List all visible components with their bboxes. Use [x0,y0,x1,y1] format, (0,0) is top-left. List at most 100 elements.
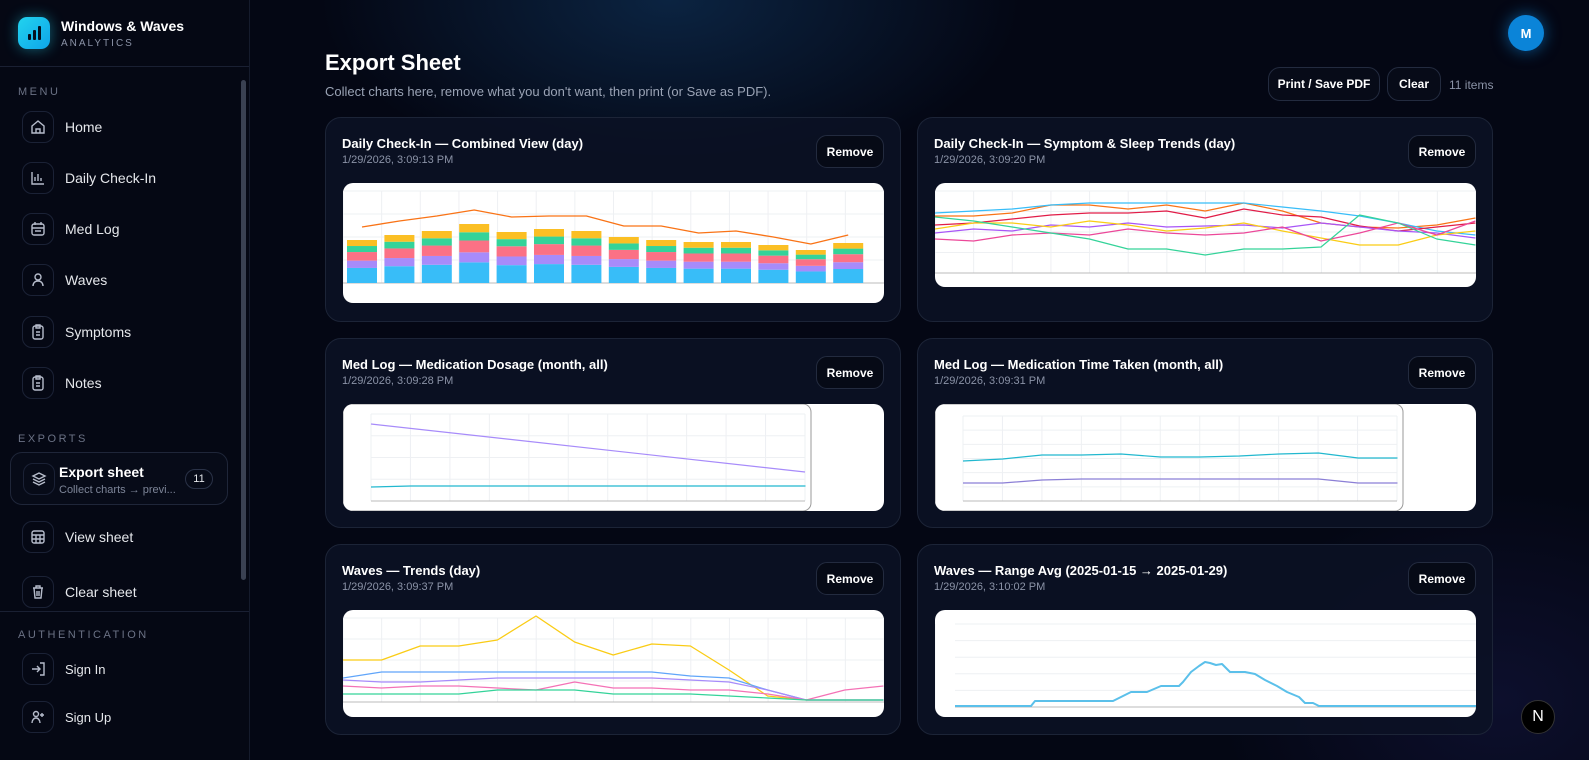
logo-bar-chart-icon [18,17,50,49]
bar-segment [459,252,490,263]
bar-segment [421,264,452,283]
card-title: Daily Check-In — Symptom & Sleep Trends … [934,136,1236,151]
bar-segment [721,247,751,254]
bar-segment [721,261,751,269]
bar-segment [833,243,864,249]
bar-segment [608,259,639,267]
sidebar-item-home[interactable]: Home [22,111,102,143]
series-line [935,214,1476,256]
sidebar-item-notes[interactable]: Notes [22,367,102,399]
remove-button[interactable]: Remove [1408,562,1476,595]
chart-image-range-avg [935,610,1476,717]
series-line [343,677,884,701]
sidebar-scrollbar[interactable] [241,80,246,580]
series-line [370,423,806,473]
bar-segment [683,242,714,248]
bar-segment [833,269,864,283]
bar-segment [421,255,452,265]
bar-segment [384,248,415,259]
card-date: 1/29/2026, 3:09:13 PM [342,154,454,166]
sidebar-item-med-log[interactable]: Med Log [22,213,119,245]
card-date: 1/29/2026, 3:09:28 PM [342,375,454,387]
remove-button[interactable]: Remove [816,135,884,168]
sidebar-item-label: Sign Up [65,709,112,725]
remove-button[interactable]: Remove [1408,135,1476,168]
bar-segment [646,246,677,253]
bar-segment [534,264,564,283]
series-line [343,615,884,701]
sidebar-item-waves[interactable]: Waves [22,264,107,296]
bar-segment [795,271,826,283]
bar-segment [608,266,639,283]
avatar[interactable]: M [1508,15,1544,51]
bar-segment [347,240,377,247]
export-sheet-title: Export sheet [59,464,144,480]
bar-segment [758,269,789,283]
bar-segment [459,262,490,283]
series-line [935,220,1476,242]
bar-segment [571,238,602,246]
brand-title: Windows & Waves [61,17,185,34]
sidebar-item-export-sheet[interactable]: Export sheet Collect charts → previ... 1… [10,452,228,505]
bar-segment [534,254,564,265]
bar-segment [459,240,490,253]
bar-segment [534,236,564,245]
sign-in-icon [22,653,54,685]
bar-segment [758,255,789,264]
bar-segment [608,237,639,244]
card-title: Waves — Trends (day) [342,563,481,578]
export-card: Med Log — Medication Dosage (month, all)… [325,338,901,528]
card-title: Med Log — Medication Dosage (month, all) [342,357,608,372]
clear-button[interactable]: Clear [1387,67,1441,101]
series-line [361,209,849,245]
sidebar-item-symptoms[interactable]: Symptoms [22,316,131,348]
sidebar-item-clear-sheet[interactable]: Clear sheet [22,576,137,608]
bar-segment [347,267,377,283]
bar-segment [721,268,751,283]
sidebar-item-view-sheet[interactable]: View sheet [22,521,133,553]
auth-section-label: AUTHENTICATION [18,629,149,641]
bar-segment [459,224,490,233]
bar-segment [571,231,602,239]
sidebar-item-sign-in[interactable]: Sign In [22,653,105,685]
bar-segment [608,243,639,250]
bar-segment [795,259,826,266]
card-date: 1/29/2026, 3:10:02 PM [934,581,1046,593]
remove-button[interactable]: Remove [816,562,884,595]
bar-segment [347,246,377,253]
bar-segment [496,256,527,266]
export-count-badge: 11 [185,469,213,489]
print-save-pdf-button[interactable]: Print / Save PDF [1268,67,1380,101]
card-title: Med Log — Medication Time Taken (month, … [934,357,1224,372]
next-dev-badge[interactable]: N [1521,700,1555,734]
bar-segment [721,242,751,248]
series-line [935,202,1476,229]
bar-segment [347,260,377,268]
chart-image-waves-trends [343,610,884,717]
export-card: Med Log — Medication Time Taken (month, … [917,338,1493,528]
bar-segment [795,250,826,255]
page-title: Export Sheet [325,50,461,75]
export-card: Daily Check-In — Combined View (day) 1/2… [325,117,901,322]
bar-segment [571,255,602,265]
brand[interactable]: Windows & Waves ANALYTICS [0,0,249,67]
clipboard-icon [22,367,54,399]
bar-segment [421,238,452,246]
remove-button[interactable]: Remove [816,356,884,389]
series-line [343,681,884,701]
trash-icon [22,576,54,608]
bar-segment [795,265,826,272]
sidebar-item-sign-up[interactable]: Sign Up [22,701,111,733]
sidebar-item-daily-check-in[interactable]: Daily Check-In [22,162,156,194]
export-sheet-subtitle: Collect charts → previ... [59,484,176,496]
chart-frame [343,404,812,511]
bar-segment [683,247,714,254]
remove-button[interactable]: Remove [1408,356,1476,389]
bar-segment [534,244,564,255]
bar-segment [758,263,789,270]
bar-segment [384,258,415,267]
clipboard-icon [22,316,54,348]
card-date: 1/29/2026, 3:09:37 PM [342,581,454,593]
sidebar-item-label: View sheet [65,529,134,545]
series-line [370,485,806,488]
